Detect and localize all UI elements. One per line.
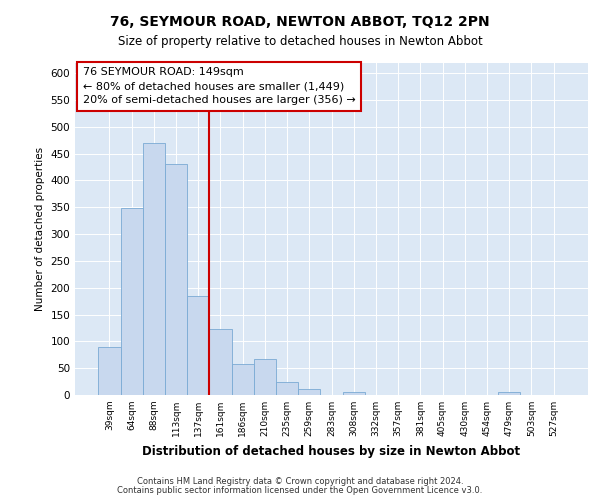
Bar [165, 164, 187, 395]
Bar [121, 208, 143, 395]
Bar [187, 296, 209, 395]
Bar [98, 346, 121, 395]
Bar [232, 364, 254, 395]
Bar [209, 329, 232, 395]
Bar [298, 388, 320, 395]
Bar [498, 392, 520, 395]
Y-axis label: Number of detached properties: Number of detached properties [35, 146, 45, 311]
Text: Size of property relative to detached houses in Newton Abbot: Size of property relative to detached ho… [118, 35, 482, 48]
Bar [276, 382, 298, 395]
Text: Contains HM Land Registry data © Crown copyright and database right 2024.: Contains HM Land Registry data © Crown c… [137, 477, 463, 486]
Bar [343, 392, 365, 395]
X-axis label: Distribution of detached houses by size in Newton Abbot: Distribution of detached houses by size … [142, 444, 521, 458]
Text: 76, SEYMOUR ROAD, NEWTON ABBOT, TQ12 2PN: 76, SEYMOUR ROAD, NEWTON ABBOT, TQ12 2PN [110, 15, 490, 29]
Text: 76 SEYMOUR ROAD: 149sqm
← 80% of detached houses are smaller (1,449)
20% of semi: 76 SEYMOUR ROAD: 149sqm ← 80% of detache… [83, 68, 355, 106]
Text: Contains public sector information licensed under the Open Government Licence v3: Contains public sector information licen… [118, 486, 482, 495]
Bar [254, 359, 276, 395]
Bar [143, 143, 165, 395]
